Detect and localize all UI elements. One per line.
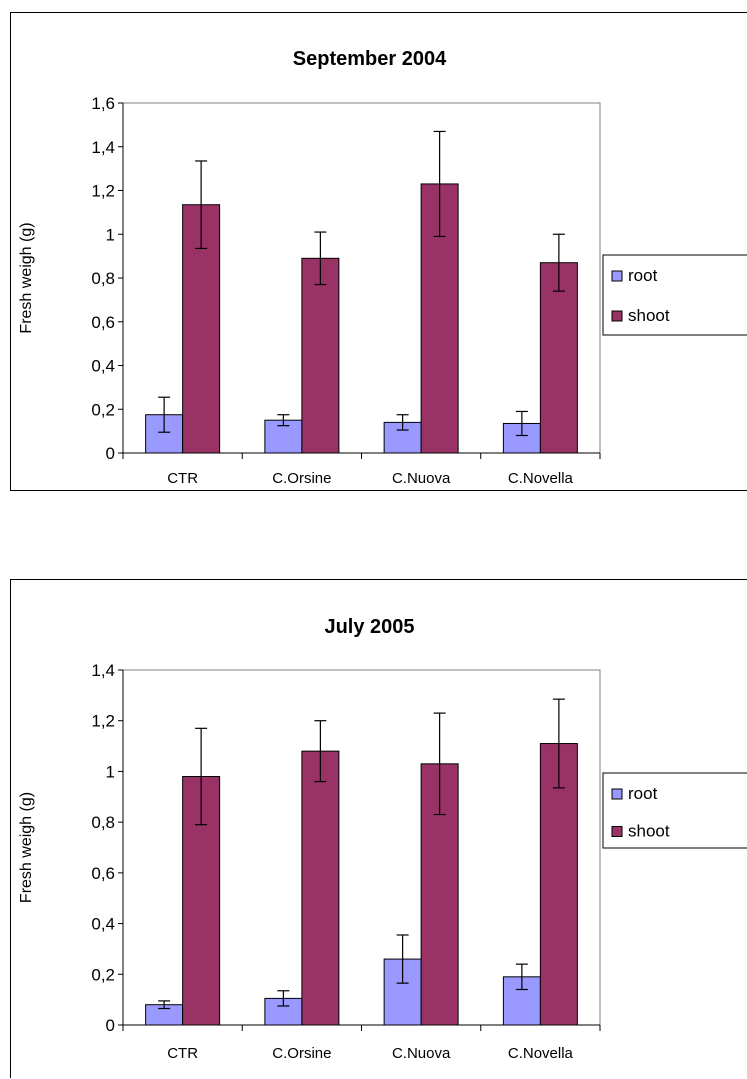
legend-swatch-shoot (611, 826, 623, 837)
legend-label-root: root (628, 266, 658, 285)
x-tick-label: C.Orsine (272, 1045, 331, 1062)
legend-swatch-shoot (611, 310, 623, 322)
legend-box (602, 254, 747, 336)
y-tick-label: 0,8 (91, 269, 115, 288)
y-tick-label: 1 (106, 225, 115, 244)
legend-swatch-root (611, 270, 623, 282)
legend-label-shoot: shoot (628, 822, 670, 841)
legend-box (602, 772, 747, 849)
x-tick-label: C.Novella (508, 1045, 574, 1062)
y-tick-label: 1 (106, 762, 115, 781)
y-tick-label: 0,4 (91, 915, 115, 934)
bar-shoot-c-novella (539, 743, 578, 1026)
y-tick-label: 1,4 (91, 138, 115, 157)
bar-shoot-c-orsine (301, 257, 340, 454)
bar-shoot-c-orsine (301, 750, 340, 1026)
y-tick-label: 0,8 (91, 813, 115, 832)
x-tick-label: C.Nuova (392, 470, 451, 487)
y-tick-label: 0,4 (91, 357, 115, 376)
y-axis-label: Fresh weigh (g) (18, 222, 35, 333)
chart-title: July 2005 (324, 616, 414, 638)
bar-chart-september-2004: September 2004 0 0,2 0,4 0,6 0,8 1 1,2 1,4 1,6 Fre… (18, 48, 747, 487)
bar-shoot-ctr (182, 204, 221, 454)
legend-label-shoot: shoot (628, 306, 670, 325)
x-tick-label: C.Novella (508, 470, 574, 487)
chart-panel-july-2005: July 2005 0 0,2 0,4 0,6 0,8 1 1,2 1,4 Fresh weigh… (10, 579, 747, 1078)
y-tick-label: 0,6 (91, 864, 115, 883)
y-tick-label: 1,2 (91, 712, 115, 731)
y-tick-label: 0 (106, 1016, 115, 1035)
y-tick-label: 1,4 (91, 661, 115, 680)
y-tick-label: 0,6 (91, 313, 115, 332)
y-tick-label: 0,2 (91, 400, 115, 419)
bar-chart-july-2005: July 2005 0 0,2 0,4 0,6 0,8 1 1,2 1,4 Fresh weigh… (18, 616, 747, 1062)
x-tick-label: CTR (167, 470, 198, 487)
y-axis-label: Fresh weigh (g) (18, 792, 35, 903)
chart-panel-september-2004: September 2004 0 0,2 0,4 0,6 0,8 1 1,2 1,4 1,6 Fre… (10, 12, 747, 491)
y-tick-label: 0,2 (91, 965, 115, 984)
x-tick-label: CTR (167, 1045, 198, 1062)
legend-swatch-root (611, 788, 623, 800)
y-tick-label: 0 (106, 444, 115, 463)
chart-title: September 2004 (293, 48, 447, 70)
y-tick-label: 1,2 (91, 182, 115, 201)
bar-root-ctr (145, 414, 184, 454)
y-tick-label: 1,6 (91, 94, 115, 113)
x-tick-label: C.Orsine (272, 470, 331, 487)
legend-label-root: root (628, 784, 658, 803)
x-tick-label: C.Nuova (392, 1045, 451, 1062)
